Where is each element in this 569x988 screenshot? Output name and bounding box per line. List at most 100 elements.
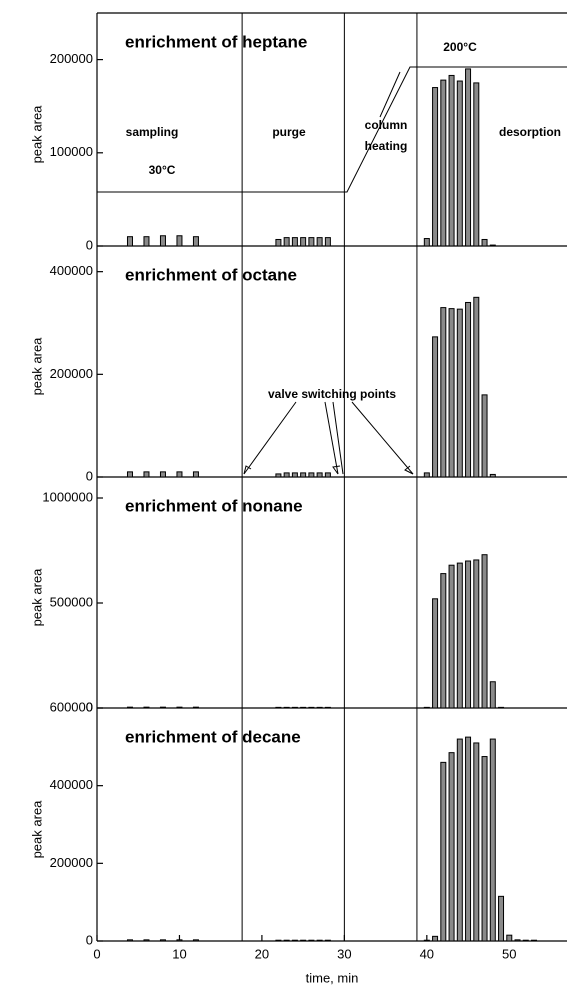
bar xyxy=(481,756,488,942)
bar xyxy=(514,939,521,942)
y-axis-label: peak area xyxy=(29,800,44,859)
bar xyxy=(300,706,307,709)
panel-title: enrichment of heptane xyxy=(125,32,307,51)
y-tick-label: 0 xyxy=(86,468,93,483)
arrow-head xyxy=(332,465,341,475)
bar xyxy=(423,238,430,247)
bar xyxy=(291,706,298,709)
bar xyxy=(192,939,199,942)
bar xyxy=(283,706,290,709)
panel-title: enrichment of nonane xyxy=(125,496,303,515)
bar xyxy=(143,236,150,247)
bar xyxy=(300,237,307,247)
bar xyxy=(481,554,488,709)
bar xyxy=(481,238,488,247)
bar xyxy=(324,472,331,478)
bar xyxy=(283,237,290,247)
bar xyxy=(531,939,538,942)
bar xyxy=(275,238,282,247)
arrow xyxy=(243,401,297,475)
bar xyxy=(473,742,480,942)
bar xyxy=(176,235,183,247)
bar xyxy=(489,473,496,478)
y-axis-label: peak area xyxy=(29,568,44,627)
bar xyxy=(324,237,331,247)
bar xyxy=(473,559,480,709)
y-axis-label: peak area xyxy=(29,105,44,164)
bar xyxy=(423,706,430,709)
bar xyxy=(126,471,133,478)
bar xyxy=(456,308,463,478)
bar xyxy=(143,706,150,709)
y-tick-label: 1000000 xyxy=(42,489,93,504)
bar xyxy=(159,706,166,709)
bar xyxy=(456,738,463,942)
bar xyxy=(316,706,323,709)
bar xyxy=(432,935,439,942)
bar xyxy=(275,473,282,478)
annotation: column xyxy=(365,118,408,132)
y-axis-label: peak area xyxy=(29,337,44,396)
bar xyxy=(473,82,480,247)
bar xyxy=(176,939,183,942)
bar xyxy=(300,939,307,942)
bar xyxy=(432,598,439,709)
bar xyxy=(126,706,133,709)
bar xyxy=(481,394,488,478)
arrow xyxy=(324,401,339,475)
y-tick-label: 0 xyxy=(86,237,93,252)
annotation: sampling xyxy=(126,125,179,139)
bar xyxy=(448,308,455,478)
y-tick-label: 200000 xyxy=(50,51,93,66)
panel-title: enrichment of decane xyxy=(125,727,301,746)
annotation: valve switching points xyxy=(268,387,396,401)
bar xyxy=(316,472,323,478)
temperature-profile xyxy=(97,66,567,193)
bar xyxy=(192,471,199,478)
bar xyxy=(291,237,298,247)
bar xyxy=(456,562,463,709)
bar xyxy=(324,706,331,709)
bar xyxy=(473,296,480,478)
bar xyxy=(291,472,298,478)
bar xyxy=(159,235,166,247)
arrows xyxy=(243,401,414,475)
bar xyxy=(456,80,463,247)
bar xyxy=(432,336,439,478)
arrow-head xyxy=(243,465,252,475)
panel-title: enrichment of octane xyxy=(125,265,297,284)
x-tick-label: 0 xyxy=(93,946,100,961)
arrow xyxy=(351,401,414,475)
bar xyxy=(308,472,315,478)
bar xyxy=(291,939,298,942)
bar xyxy=(448,74,455,247)
bar xyxy=(283,472,290,478)
bar xyxy=(316,939,323,942)
bar xyxy=(465,68,472,247)
bar xyxy=(275,706,282,709)
bar xyxy=(423,939,430,942)
bar xyxy=(159,939,166,942)
y-tick-label: 400000 xyxy=(50,777,93,792)
bar xyxy=(192,706,199,709)
bar xyxy=(283,939,290,942)
bar xyxy=(159,471,166,478)
y-tick-label: 0 xyxy=(86,932,93,947)
bar xyxy=(143,471,150,478)
bar xyxy=(440,761,447,942)
annotation: heating xyxy=(365,139,408,153)
x-axis-label: time, min xyxy=(306,970,359,985)
bar xyxy=(498,706,505,709)
annotation: 30°C xyxy=(149,163,176,177)
bar xyxy=(440,79,447,247)
bar xyxy=(448,752,455,942)
bar xyxy=(448,564,455,709)
annotation: purge xyxy=(272,125,306,139)
arrow-head xyxy=(404,465,414,475)
bar xyxy=(498,895,505,942)
y-tick-label: 100000 xyxy=(50,144,93,159)
bar xyxy=(308,939,315,942)
bar xyxy=(308,237,315,247)
